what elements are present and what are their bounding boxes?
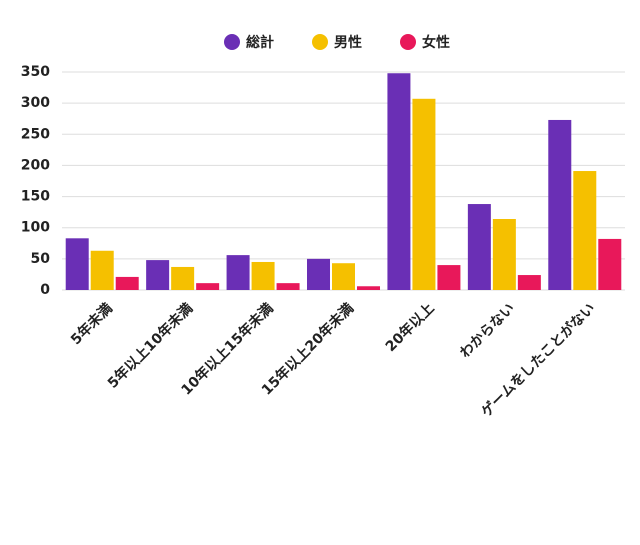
- bar: [171, 266, 195, 290]
- x-tick-label: わからない: [457, 300, 518, 361]
- bar: [357, 286, 380, 290]
- bar: [437, 265, 461, 290]
- y-tick-label: 0: [40, 282, 50, 298]
- bar: [332, 263, 355, 290]
- y-tick-label: 250: [21, 126, 50, 142]
- bar: [492, 218, 516, 290]
- x-tick-label: 20年以上: [382, 300, 437, 355]
- bar: [115, 276, 139, 290]
- bar: [412, 98, 436, 290]
- legend-label: 総計: [246, 34, 274, 51]
- y-tick-label: 150: [21, 189, 50, 205]
- bar: [517, 275, 541, 290]
- bar: [65, 238, 89, 290]
- bar: [276, 283, 300, 290]
- bar: [573, 171, 597, 290]
- y-tick-label: 300: [21, 95, 50, 111]
- legend-marker: [312, 34, 328, 50]
- bar: [146, 260, 170, 290]
- bar: [90, 250, 114, 290]
- bar: [387, 73, 411, 290]
- bar: [548, 119, 572, 291]
- bar: [251, 261, 275, 290]
- x-tick-label: 5年以上10年未満: [104, 300, 196, 392]
- legend-label: 男性: [334, 34, 362, 51]
- x-tick-label: 5年未満: [67, 300, 116, 349]
- bar: [226, 255, 250, 290]
- legend-label: 女性: [422, 34, 450, 51]
- bar: [196, 283, 220, 290]
- legend-marker: [400, 34, 416, 50]
- bar: [467, 204, 491, 290]
- y-tick-label: 350: [21, 64, 50, 80]
- legend-marker: [224, 34, 240, 50]
- y-tick-label: 50: [31, 251, 51, 267]
- y-tick-label: 100: [21, 220, 50, 236]
- bar: [598, 238, 622, 290]
- bar: [307, 258, 330, 290]
- y-tick-label: 200: [21, 157, 50, 173]
